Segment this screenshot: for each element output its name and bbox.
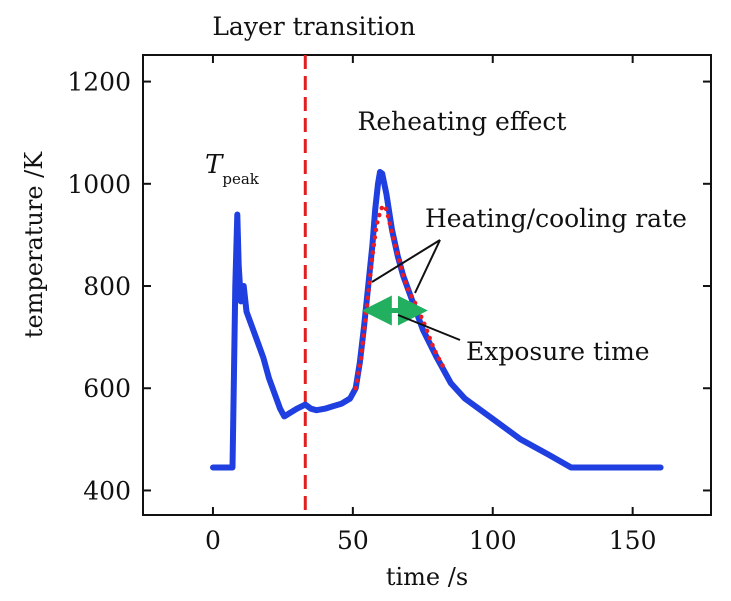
t-peak-sub: peak (222, 170, 259, 188)
x-tick-label-0: 0 (205, 526, 221, 555)
rate-leader-line-right (414, 239, 441, 294)
x-tick-label-150: 150 (609, 526, 657, 555)
y-axis-title: temperature /K (20, 151, 48, 338)
t-peak-main: T (205, 150, 224, 180)
rate-leader-line-left (371, 239, 441, 283)
x-tick-label-100: 100 (469, 526, 517, 555)
plot-frame (142, 54, 712, 516)
fit-dotted-line (353, 201, 448, 391)
t-peak-label: Tpeak (205, 150, 260, 188)
y-tick-label-1200: 1200 (67, 68, 131, 97)
y-tick-label-800: 800 (83, 272, 131, 301)
layer-transition-label: Layer transition (212, 12, 415, 41)
x-tick-label-50: 50 (337, 526, 369, 555)
x-axis-ticks: 0 50 100 150 (205, 55, 657, 555)
x-axis-title: time /s (386, 563, 468, 591)
exposure-time-label: Exposure time (466, 337, 650, 366)
heating-cooling-rate-label: Heating/cooling rate (425, 204, 687, 233)
exposure-leader-line (397, 314, 461, 341)
y-axis-ticks: 400 600 800 1000 1200 (67, 68, 711, 505)
y-tick-label-400: 400 (83, 476, 131, 505)
y-tick-label-600: 600 (83, 374, 131, 403)
y-tick-label-1000: 1000 (67, 170, 131, 199)
reheating-effect-label: Reheating effect (358, 107, 567, 136)
